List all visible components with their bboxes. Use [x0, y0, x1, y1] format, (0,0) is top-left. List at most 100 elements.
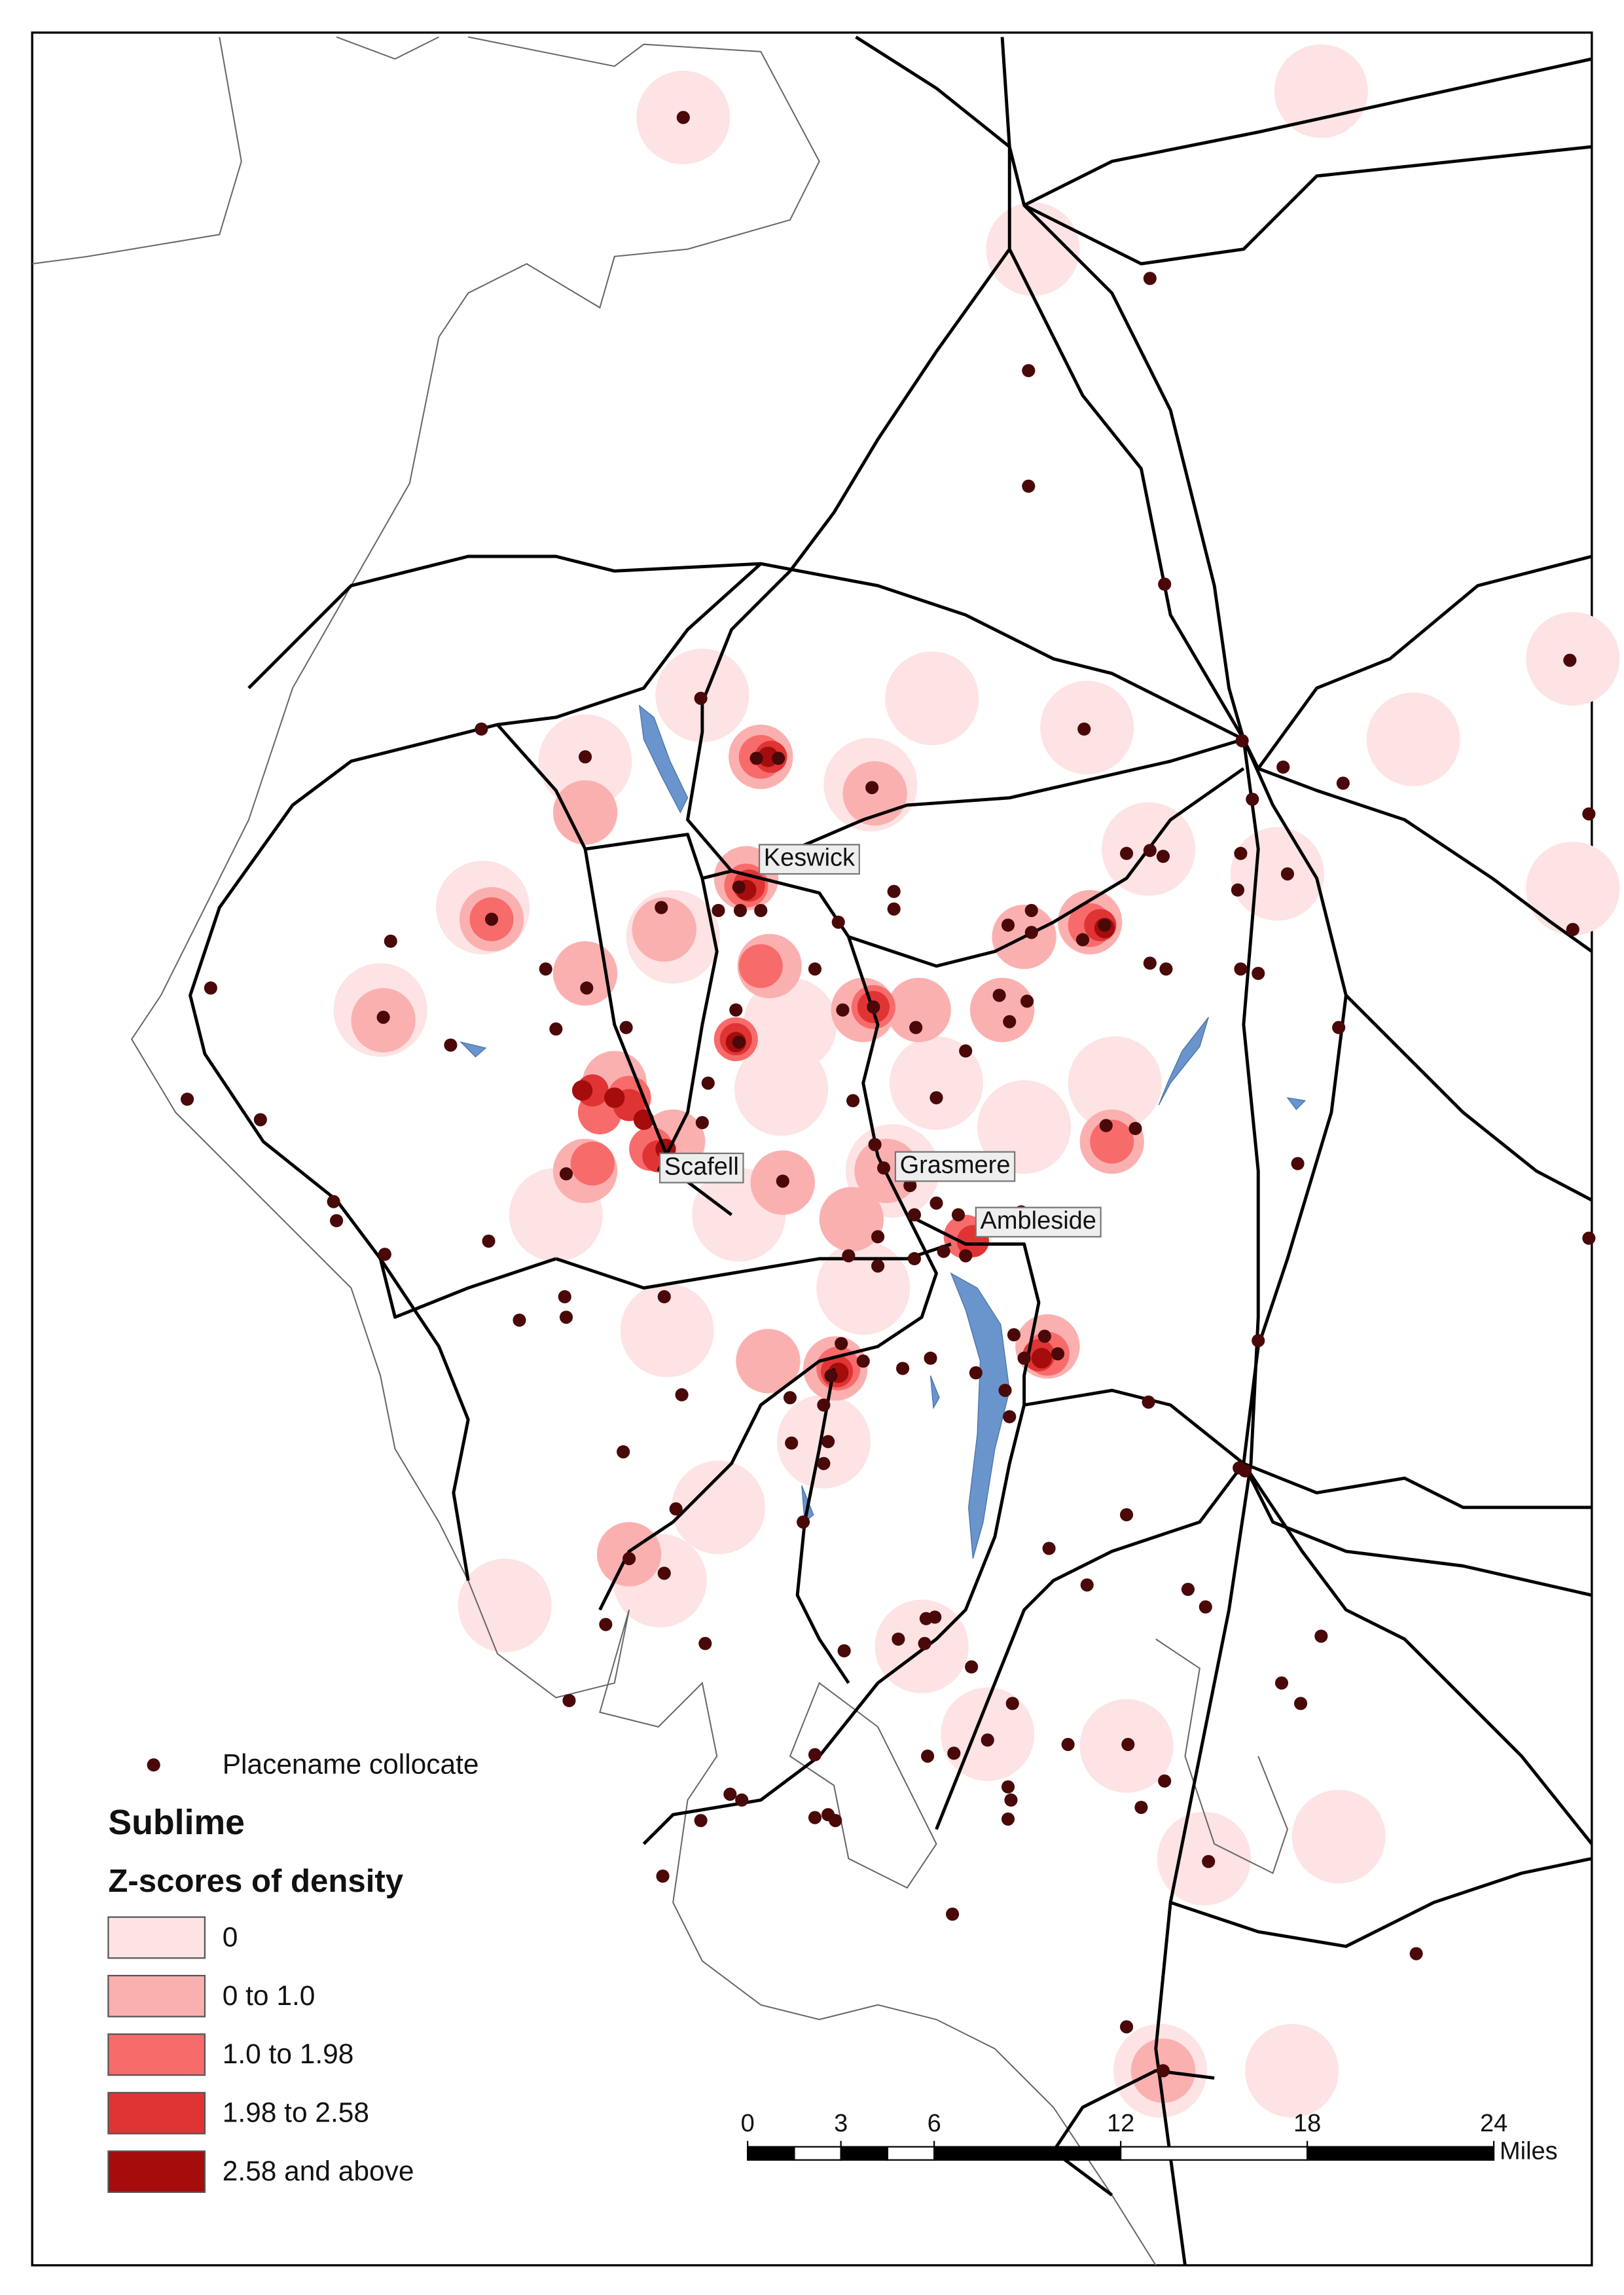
density-blob	[1068, 1036, 1162, 1130]
placename-dot	[965, 1660, 979, 1674]
placename-dot	[1156, 2064, 1170, 2078]
placename-dot	[772, 751, 785, 765]
map-frame	[31, 31, 1593, 2267]
placename-dot	[484, 913, 499, 926]
density-blob	[886, 977, 951, 1043]
scale-segment	[747, 2146, 795, 2161]
density-blob	[819, 1187, 884, 1252]
scale-segment	[1306, 2146, 1495, 2161]
density-blob	[1245, 2023, 1339, 2118]
placename-dot	[1246, 792, 1259, 806]
placename-dot	[559, 1310, 573, 1324]
placename-dot	[1202, 1854, 1216, 1868]
placename-dot	[992, 988, 1006, 1002]
placename-dot	[924, 1351, 937, 1365]
placename-dot	[785, 1436, 799, 1450]
placename-dot	[867, 1000, 880, 1014]
placename-dot	[330, 1214, 344, 1227]
placename-dot	[1143, 272, 1157, 285]
placename-dot	[808, 1748, 822, 1762]
density-blob	[816, 1241, 911, 1335]
placename-dot	[1409, 1947, 1423, 1961]
placename-dot	[735, 1793, 749, 1807]
scale-segment	[793, 2146, 842, 2161]
placename-dot	[835, 1337, 848, 1350]
placename-dot	[951, 1208, 965, 1221]
scale-segment	[933, 2146, 1122, 2161]
coastline	[32, 36, 1288, 2266]
placename-dot	[1156, 850, 1170, 863]
density-blob	[620, 1283, 714, 1377]
placename-dot	[821, 1435, 835, 1449]
placename-dot	[1314, 1629, 1328, 1643]
placename-dot	[1121, 1737, 1135, 1751]
legend-swatch	[107, 2150, 206, 2194]
placename-dot	[1234, 846, 1248, 860]
placename-dot	[656, 1870, 670, 1883]
placename-dot	[619, 1021, 633, 1034]
placename-dot	[871, 1259, 885, 1273]
legend-marker	[147, 1758, 160, 1772]
density-blob	[1230, 827, 1324, 921]
placename-dot	[1142, 1395, 1155, 1409]
placename-dot	[836, 1003, 850, 1017]
placename-dot	[701, 1076, 715, 1090]
place-label: Scafell	[664, 1153, 739, 1180]
placename-dot	[513, 1313, 526, 1327]
density-blob	[738, 944, 783, 988]
placename-dot	[947, 1746, 961, 1760]
placename-dot	[865, 781, 879, 795]
placename-dot	[918, 1636, 931, 1650]
placename-dot	[797, 1515, 810, 1529]
placename-dot	[946, 1907, 960, 1921]
placename-dot	[1022, 479, 1036, 493]
placename-dot	[876, 1161, 891, 1175]
density-blob	[671, 1460, 765, 1555]
place-label-box	[894, 1151, 1016, 1182]
legend-swatch	[107, 2091, 206, 2135]
placename-dot	[892, 1632, 905, 1646]
placename-dot	[559, 1167, 573, 1181]
placename-dot	[1252, 966, 1265, 981]
placename-dot	[655, 901, 668, 914]
placename-dot	[181, 1093, 194, 1106]
placename-dot	[1234, 962, 1248, 976]
placename-dot	[482, 1234, 496, 1248]
placename-dot	[887, 884, 901, 898]
scale-tick-label: 18	[1293, 2110, 1321, 2137]
density-blob	[743, 977, 837, 1072]
placename-dot	[475, 722, 488, 736]
placename-dot	[1119, 2020, 1134, 2034]
placename-dot	[1158, 1774, 1172, 1788]
placename-dot	[253, 1113, 267, 1127]
legend-swatch	[107, 1916, 206, 1959]
place-label: Grasmere	[900, 1151, 1011, 1179]
scale-segment	[1119, 2146, 1308, 2161]
placename-dot	[754, 903, 768, 917]
placename-dot	[783, 1391, 797, 1405]
placename-dot	[732, 880, 746, 894]
placename-dot	[578, 750, 592, 764]
placename-dot	[675, 1388, 689, 1401]
place-label-box	[659, 1152, 744, 1184]
placename-dot	[1020, 994, 1034, 1008]
placename-dot	[1038, 1329, 1051, 1343]
placename-dot	[1582, 807, 1596, 821]
placename-dot	[909, 1021, 923, 1034]
place-labels: Keswick Scafell Grasmere Ambleside	[659, 844, 1102, 1238]
placename-dot	[1235, 734, 1249, 748]
placename-dot	[808, 1811, 822, 1824]
placename-dot	[1003, 1015, 1017, 1028]
scale-tick-label: 12	[1107, 2110, 1134, 2137]
scale-tick-label: 3	[834, 2110, 848, 2137]
density-blob	[570, 1142, 615, 1186]
placename-dot	[1128, 1121, 1142, 1136]
placename-dot	[558, 1290, 571, 1304]
placename-dot	[1181, 1582, 1195, 1597]
density-blob	[969, 977, 1035, 1043]
placename-dot	[929, 1091, 943, 1105]
placename-dot	[694, 691, 708, 705]
placename-dot	[998, 1383, 1012, 1398]
placename-dot	[539, 962, 552, 976]
